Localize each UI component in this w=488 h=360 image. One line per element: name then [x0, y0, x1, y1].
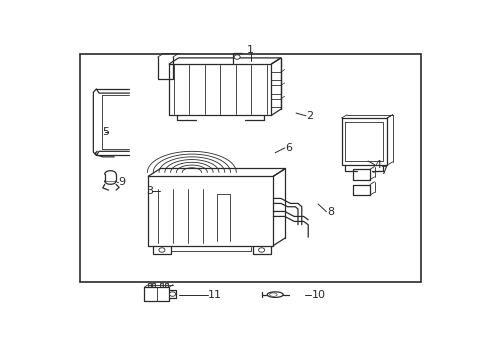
Text: 2: 2 [305, 111, 313, 121]
Text: 3: 3 [145, 186, 153, 196]
Text: 11: 11 [208, 290, 222, 300]
Ellipse shape [269, 293, 277, 296]
Bar [164, 283, 168, 287]
Text: 9: 9 [119, 177, 125, 187]
Circle shape [234, 55, 240, 59]
Text: 6: 6 [285, 143, 292, 153]
Bar [159, 283, 163, 287]
Bar [152, 283, 155, 287]
Text: 7: 7 [380, 166, 386, 176]
Text: 1: 1 [246, 45, 254, 55]
Bar [148, 283, 151, 287]
Circle shape [159, 248, 164, 252]
Ellipse shape [267, 292, 283, 297]
Circle shape [169, 292, 175, 296]
Text: 10: 10 [311, 290, 325, 300]
Text: 4: 4 [374, 159, 381, 170]
Bar [80, 54, 420, 282]
Text: 8: 8 [326, 207, 334, 217]
Circle shape [258, 248, 264, 252]
Text: 5: 5 [102, 127, 109, 137]
